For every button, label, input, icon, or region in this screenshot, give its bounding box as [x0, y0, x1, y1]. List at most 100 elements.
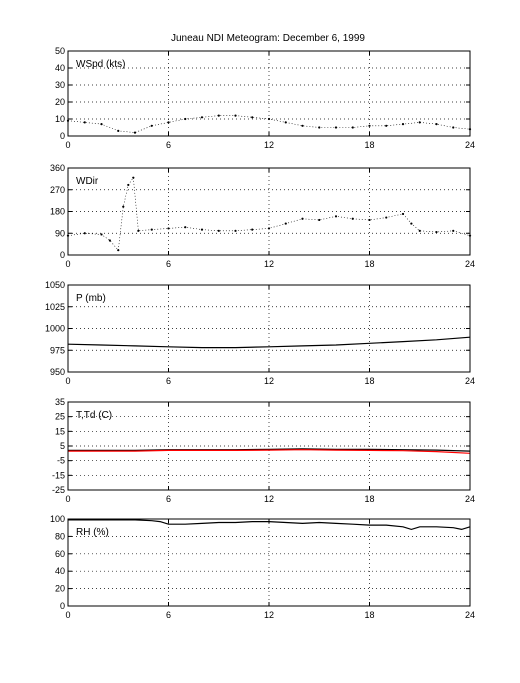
x-tick-label: 6: [166, 140, 171, 150]
data-point: [435, 123, 438, 126]
y-tick-label: 30: [55, 80, 65, 90]
data-point: [200, 116, 204, 119]
y-tick-label: 60: [55, 549, 65, 559]
x-tick-label: 6: [166, 494, 171, 504]
data-point: [137, 229, 140, 232]
data-point: [217, 229, 220, 232]
x-tick-label: 6: [166, 259, 171, 269]
y-tick-label: 40: [55, 63, 65, 73]
series-trace: [67, 115, 471, 133]
data-point: [318, 218, 321, 222]
data-point: [435, 230, 438, 234]
x-tick-label: 12: [264, 376, 274, 386]
panel-label: WDir: [76, 176, 99, 187]
y-tick-label: 975: [50, 345, 65, 355]
y-tick-label: -5: [57, 456, 65, 466]
x-tick-label: 0: [65, 494, 70, 504]
data-point: [351, 126, 354, 129]
x-tick-label: 18: [364, 610, 374, 620]
x-tick-label: 0: [65, 376, 70, 386]
panel-t-td-c: 0 6 12 18 24 -25 -15 -5 5 15 25 35 T,Td (C): [52, 397, 475, 504]
figure-title: Juneau NDI Meteogram: December 6, 1999: [171, 33, 365, 44]
y-tick-label: 90: [55, 228, 65, 238]
y-tick-label: 1025: [45, 302, 65, 312]
y-tick-label: 10: [55, 114, 65, 124]
data-point: [83, 232, 86, 235]
plot-frame: [67, 518, 471, 607]
panel-rh: 0 6 12 18 24 0 20 40 60 80 100 RH (%): [50, 514, 475, 620]
data-point: [334, 126, 338, 129]
data-point: [108, 239, 111, 242]
x-tick-label: 18: [364, 259, 374, 269]
data-point: [418, 229, 421, 232]
y-tick-label: 20: [55, 97, 65, 107]
panel-wdir: 0 6 12 18 24 0 90 180 270 360 WDir: [50, 163, 475, 269]
x-tick-label: 24: [465, 259, 475, 269]
x-tick-label: 24: [465, 494, 475, 504]
panel-label: T,Td (C): [76, 410, 112, 421]
x-tick-label: 18: [364, 376, 374, 386]
panel-label: RH (%): [76, 527, 109, 538]
y-tick-label: 80: [55, 531, 65, 541]
y-tick-label: 25: [55, 412, 65, 422]
series-line: [67, 336, 471, 349]
data-point: [133, 131, 137, 134]
data-point: [267, 227, 271, 230]
y-tick-label: 1050: [45, 280, 65, 290]
y-tick-label: 270: [50, 185, 65, 195]
x-tick-label: 24: [465, 610, 475, 620]
x-tick-label: 0: [65, 610, 70, 620]
data-point: [301, 124, 304, 127]
data-point: [368, 218, 371, 222]
data-point: [132, 176, 135, 179]
data-point: [83, 121, 86, 124]
y-tick-label: -25: [52, 485, 65, 495]
x-tick-label: 0: [65, 140, 70, 150]
x-tick-label: 12: [264, 494, 274, 504]
y-tick-label: -15: [52, 470, 65, 480]
x-tick-label: 0: [65, 259, 70, 269]
data-point: [117, 249, 120, 252]
panel-label: P (mb): [76, 293, 106, 304]
x-tick-label: 6: [166, 610, 171, 620]
y-tick-label: 950: [50, 367, 65, 377]
y-tick-label: 0: [60, 601, 65, 611]
y-tick-label: 35: [55, 397, 65, 407]
series-line: [68, 519, 471, 531]
series-line: [68, 448, 471, 452]
data-point: [167, 121, 170, 124]
panel-label: WSpd (kts): [76, 59, 125, 70]
y-tick-label: 40: [55, 566, 65, 576]
x-tick-label: 18: [364, 494, 374, 504]
y-tick-label: 5: [60, 441, 65, 451]
y-tick-label: 0: [60, 131, 65, 141]
data-point: [122, 205, 125, 208]
x-tick-label: 12: [264, 140, 274, 150]
data-point: [167, 227, 170, 230]
series-line: [68, 449, 471, 454]
y-tick-label: 1000: [45, 324, 65, 334]
x-tick-label: 6: [166, 376, 171, 386]
data-point: [251, 116, 254, 119]
panel-p-mb: 0 6 12 18 24 950 975 1000 1025 1050 P (mb): [45, 280, 475, 386]
data-point: [217, 114, 220, 117]
data-point: [184, 226, 187, 229]
y-tick-label: 20: [55, 584, 65, 594]
data-point: [150, 124, 153, 127]
panel-wspd-kts: 0 6 12 18 24 0 10 20 30 40 50 WSpd (kts): [55, 46, 475, 150]
data-point: [418, 121, 421, 124]
y-tick-label: 360: [50, 163, 65, 173]
data-point: [251, 228, 254, 231]
x-tick-label: 18: [364, 140, 374, 150]
y-tick-label: 0: [60, 250, 65, 260]
y-tick-label: 50: [55, 46, 65, 56]
x-tick-label: 24: [465, 376, 475, 386]
y-tick-label: 100: [50, 514, 65, 524]
series-trace: [67, 176, 471, 251]
data-point: [385, 124, 388, 127]
x-tick-label: 12: [264, 259, 274, 269]
data-point: [351, 217, 354, 220]
y-tick-label: 180: [50, 207, 65, 217]
y-tick-label: 15: [55, 426, 65, 436]
